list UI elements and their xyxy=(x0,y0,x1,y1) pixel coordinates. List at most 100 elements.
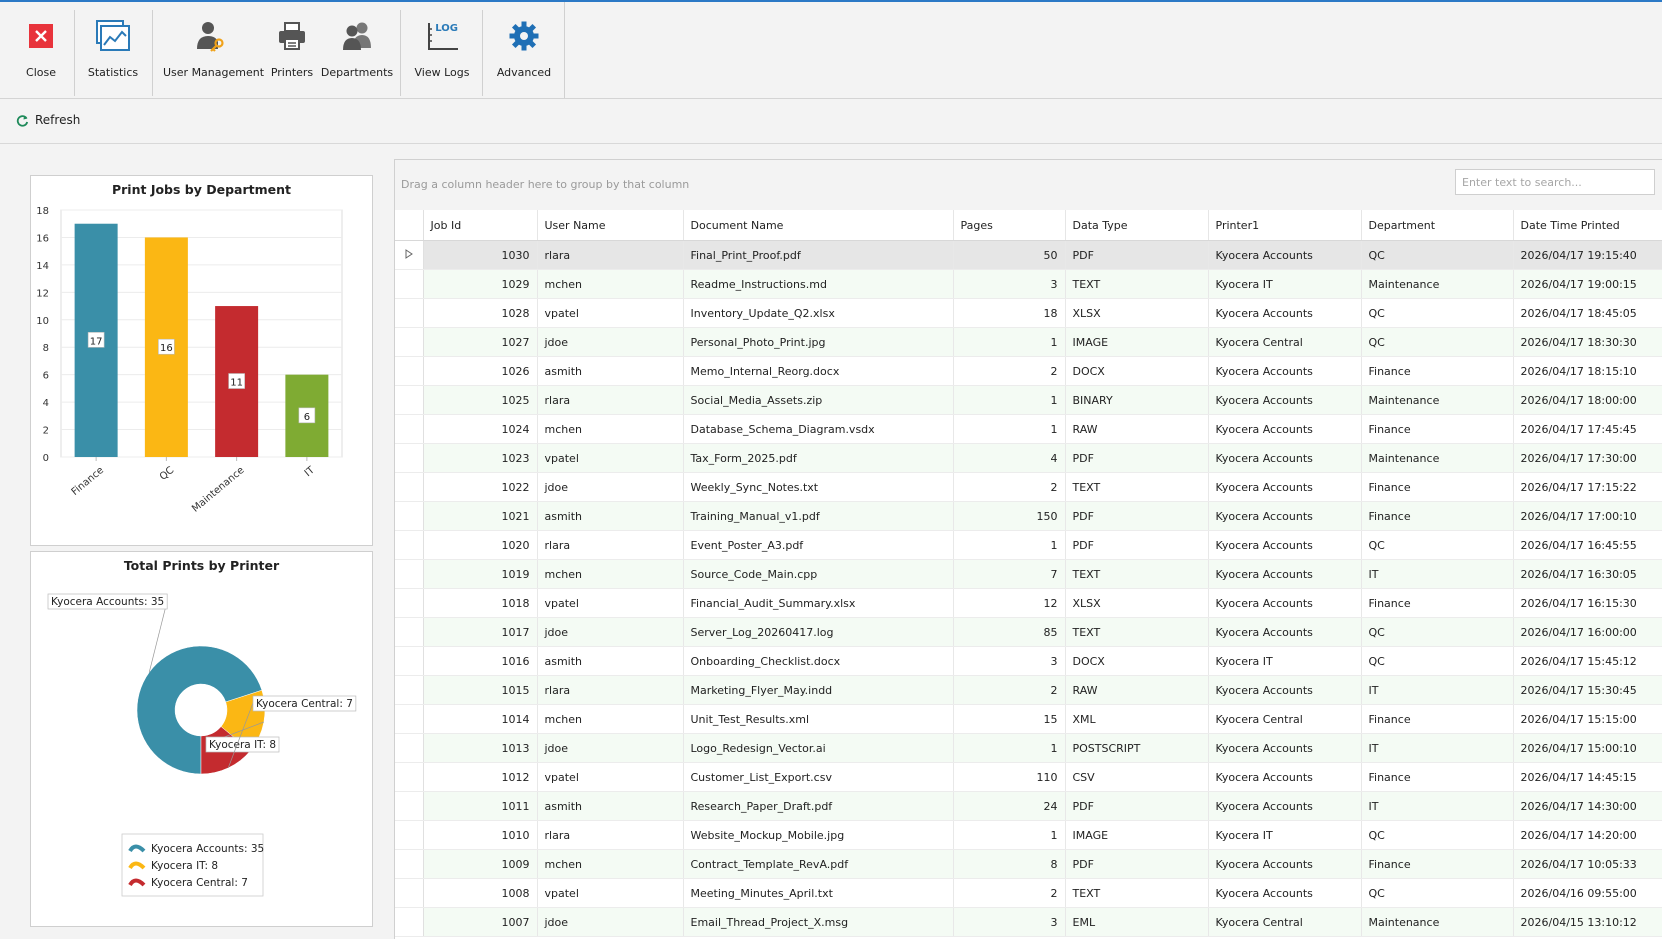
cell-pages[interactable]: 8 xyxy=(953,849,1066,879)
cell-printer[interactable]: Kyocera Accounts xyxy=(1208,530,1362,560)
cell-user-name[interactable]: vpatel xyxy=(537,443,684,473)
cell-document-name[interactable]: Financial_Audit_Summary.xlsx xyxy=(683,588,954,618)
cell-document-name[interactable]: Event_Poster_A3.pdf xyxy=(683,530,954,560)
cell-printer[interactable]: Kyocera IT xyxy=(1208,646,1362,676)
table-row[interactable]: 1018 vpatel Financial_Audit_Summary.xlsx 12… xyxy=(395,588,1662,618)
row-indicator[interactable] xyxy=(395,588,424,618)
cell-document-name[interactable]: Tax_Form_2025.pdf xyxy=(683,443,954,473)
cell-job-id[interactable]: 1025 xyxy=(423,385,538,415)
cell-document-name[interactable]: Memo_Internal_Reorg.docx xyxy=(683,356,954,386)
cell-data-type[interactable]: POSTSCRIPT xyxy=(1065,733,1209,763)
cell-date-time-printed[interactable]: 2026/04/17 16:30:05 xyxy=(1513,559,1662,589)
cell-user-name[interactable]: jdoe xyxy=(537,733,684,763)
row-indicator[interactable] xyxy=(395,762,424,792)
cell-user-name[interactable]: jdoe xyxy=(537,907,684,937)
cell-data-type[interactable]: TEXT xyxy=(1065,472,1209,502)
cell-pages[interactable]: 85 xyxy=(953,617,1066,647)
row-indicator[interactable] xyxy=(395,907,424,937)
cell-pages[interactable]: 3 xyxy=(953,646,1066,676)
cell-printer[interactable]: Kyocera Accounts xyxy=(1208,878,1362,908)
row-indicator[interactable] xyxy=(395,559,424,589)
cell-date-time-printed[interactable]: 2026/04/17 17:15:22 xyxy=(1513,472,1662,502)
cell-printer[interactable]: Kyocera Accounts xyxy=(1208,356,1362,386)
cell-pages[interactable]: 15 xyxy=(953,704,1066,734)
row-indicator[interactable] xyxy=(395,617,424,647)
column-header-job-id[interactable]: Job Id xyxy=(423,210,538,241)
row-indicator[interactable] xyxy=(395,878,424,908)
cell-data-type[interactable]: BINARY xyxy=(1065,385,1209,415)
cell-data-type[interactable]: PDF xyxy=(1065,501,1209,531)
table-row[interactable]: 1007 jdoe Email_Thread_Project_X.msg 3 EML Ky… xyxy=(395,907,1662,937)
cell-pages[interactable]: 1 xyxy=(953,327,1066,357)
cell-printer[interactable]: Kyocera Accounts xyxy=(1208,588,1362,618)
cell-department[interactable]: Maintenance xyxy=(1361,907,1514,937)
cell-user-name[interactable]: jdoe xyxy=(537,472,684,502)
cell-job-id[interactable]: 1011 xyxy=(423,791,538,821)
table-row[interactable]: 1019 mchen Source_Code_Main.cpp 7 TEXT Kyocer… xyxy=(395,559,1662,589)
table-row[interactable]: 1029 mchen Readme_Instructions.md 3 TEXT Kyoc… xyxy=(395,269,1662,299)
cell-data-type[interactable]: IMAGE xyxy=(1065,820,1209,850)
printers-button[interactable]: Printers xyxy=(265,10,319,96)
cell-data-type[interactable]: PDF xyxy=(1065,849,1209,879)
row-indicator[interactable] xyxy=(395,385,424,415)
cell-job-id[interactable]: 1020 xyxy=(423,530,538,560)
cell-document-name[interactable]: Customer_List_Export.csv xyxy=(683,762,954,792)
table-row[interactable]: 1014 mchen Unit_Test_Results.xml 15 XML Kyoce… xyxy=(395,704,1662,734)
cell-printer[interactable]: Kyocera Accounts xyxy=(1208,298,1362,328)
cell-department[interactable]: IT xyxy=(1361,733,1514,763)
row-indicator[interactable] xyxy=(395,327,424,357)
row-indicator[interactable] xyxy=(395,704,424,734)
cell-user-name[interactable]: vpatel xyxy=(537,878,684,908)
cell-department[interactable]: QC xyxy=(1361,646,1514,676)
cell-date-time-printed[interactable]: 2026/04/17 14:30:00 xyxy=(1513,791,1662,821)
cell-data-type[interactable]: TEXT xyxy=(1065,878,1209,908)
cell-date-time-printed[interactable]: 2026/04/17 18:15:10 xyxy=(1513,356,1662,386)
cell-printer[interactable]: Kyocera IT xyxy=(1208,820,1362,850)
cell-department[interactable]: Maintenance xyxy=(1361,385,1514,415)
cell-printer[interactable]: Kyocera Central xyxy=(1208,327,1362,357)
cell-printer[interactable]: Kyocera Accounts xyxy=(1208,617,1362,647)
cell-pages[interactable]: 1 xyxy=(953,385,1066,415)
cell-department[interactable]: QC xyxy=(1361,820,1514,850)
cell-date-time-printed[interactable]: 2026/04/17 14:45:15 xyxy=(1513,762,1662,792)
cell-data-type[interactable]: PDF xyxy=(1065,443,1209,473)
cell-data-type[interactable]: IMAGE xyxy=(1065,327,1209,357)
column-header-user-name[interactable]: User Name xyxy=(537,210,684,241)
cell-document-name[interactable]: Email_Thread_Project_X.msg xyxy=(683,907,954,937)
cell-pages[interactable]: 1 xyxy=(953,414,1066,444)
cell-pages[interactable]: 24 xyxy=(953,791,1066,821)
cell-user-name[interactable]: rlara xyxy=(537,820,684,850)
search-input[interactable] xyxy=(1455,169,1655,195)
cell-job-id[interactable]: 1030 xyxy=(423,240,538,270)
cell-pages[interactable]: 3 xyxy=(953,907,1066,937)
cell-department[interactable]: IT xyxy=(1361,559,1514,589)
cell-document-name[interactable]: Server_Log_20260417.log xyxy=(683,617,954,647)
cell-user-name[interactable]: asmith xyxy=(537,356,684,386)
cell-pages[interactable]: 1 xyxy=(953,820,1066,850)
cell-document-name[interactable]: Unit_Test_Results.xml xyxy=(683,704,954,734)
cell-printer[interactable]: Kyocera Accounts xyxy=(1208,849,1362,879)
cell-data-type[interactable]: TEXT xyxy=(1065,559,1209,589)
cell-pages[interactable]: 2 xyxy=(953,356,1066,386)
row-indicator[interactable] xyxy=(395,414,424,444)
row-indicator[interactable] xyxy=(395,240,424,270)
cell-department[interactable]: Finance xyxy=(1361,588,1514,618)
cell-user-name[interactable]: rlara xyxy=(537,240,684,270)
cell-department[interactable]: QC xyxy=(1361,530,1514,560)
cell-date-time-printed[interactable]: 2026/04/16 09:55:00 xyxy=(1513,878,1662,908)
cell-date-time-printed[interactable]: 2026/04/17 15:15:00 xyxy=(1513,704,1662,734)
cell-job-id[interactable]: 1016 xyxy=(423,646,538,676)
table-row[interactable]: 1010 rlara Website_Mockup_Mobile.jpg 1 IMAGE… xyxy=(395,820,1662,850)
view-logs-button[interactable]: LOG View Logs xyxy=(403,10,481,96)
table-row[interactable]: 1008 vpatel Meeting_Minutes_April.txt 2 TEXT… xyxy=(395,878,1662,908)
cell-document-name[interactable]: Inventory_Update_Q2.xlsx xyxy=(683,298,954,328)
refresh-button[interactable]: Refresh xyxy=(16,113,80,127)
cell-job-id[interactable]: 1009 xyxy=(423,849,538,879)
cell-date-time-printed[interactable]: 2026/04/17 17:00:10 xyxy=(1513,501,1662,531)
cell-data-type[interactable]: PDF xyxy=(1065,240,1209,270)
cell-department[interactable]: IT xyxy=(1361,675,1514,705)
cell-document-name[interactable]: Contract_Template_RevA.pdf xyxy=(683,849,954,879)
table-row[interactable]: 1024 mchen Database_Schema_Diagram.vsdx 1 RA… xyxy=(395,414,1662,444)
cell-user-name[interactable]: vpatel xyxy=(537,588,684,618)
row-indicator[interactable] xyxy=(395,675,424,705)
